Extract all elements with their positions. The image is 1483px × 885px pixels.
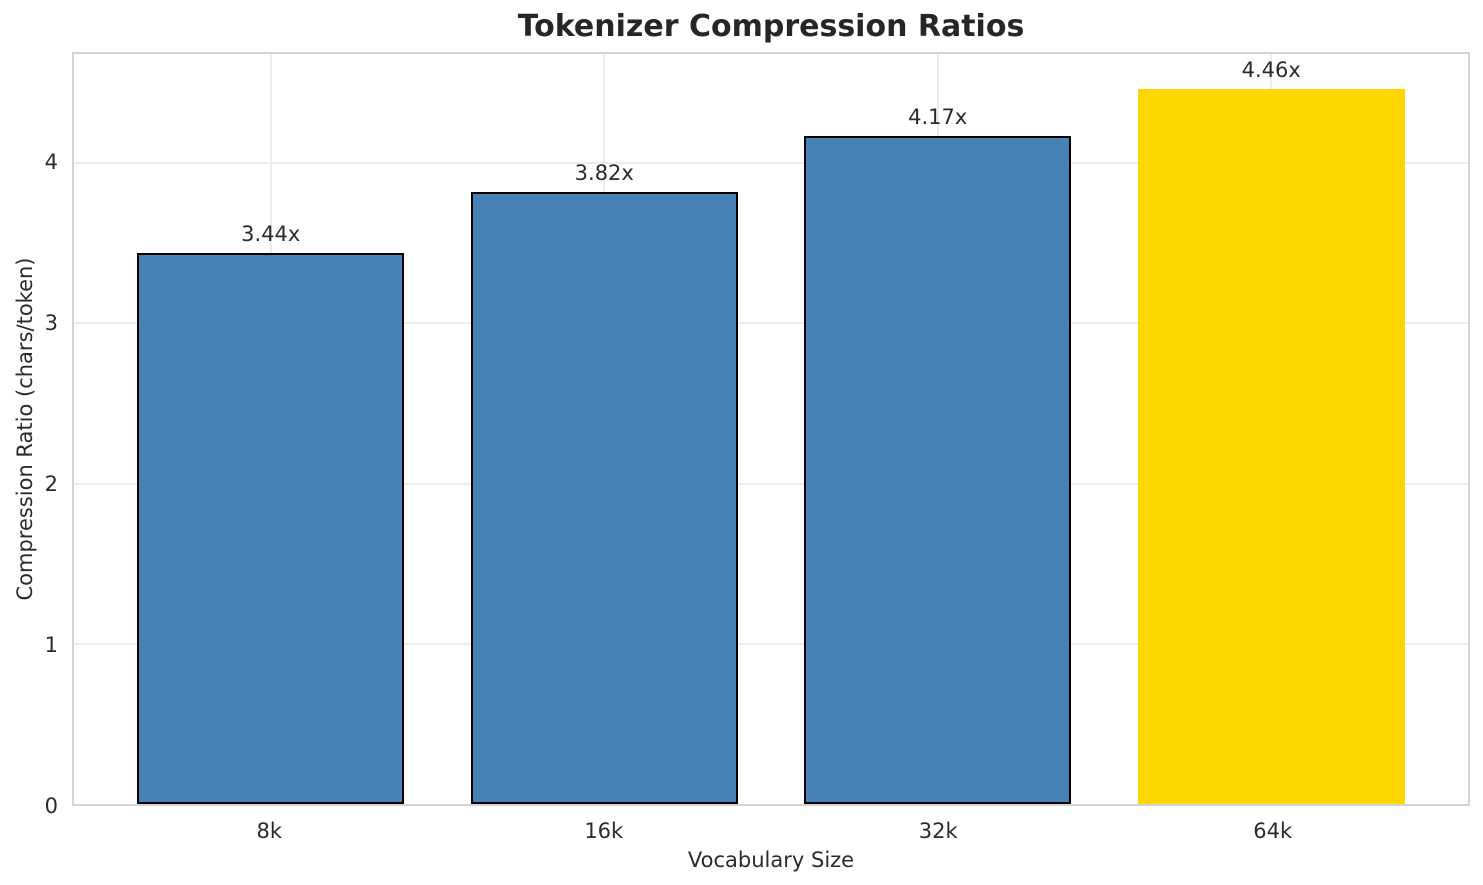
gridline-horizontal	[74, 642, 1468, 645]
x-tick-label: 32k	[918, 819, 958, 843]
plot-area: 3.44x 3.82x 4.17x 4.46x	[72, 52, 1470, 806]
bar-16k	[470, 191, 738, 804]
bar-32k	[804, 135, 1072, 804]
y-tick-label: 0	[44, 794, 58, 818]
y-tick-label: 4	[44, 149, 58, 174]
x-axis-label: Vocabulary Size	[687, 848, 855, 872]
bar-value-label: 3.44x	[241, 221, 301, 246]
bar-value-label: 4.46x	[1241, 58, 1301, 83]
y-tick-label: 3	[44, 310, 58, 335]
y-tick-label: 1	[44, 632, 58, 657]
bar-value-label: 4.17x	[908, 104, 968, 129]
x-tick-label: 64k	[1253, 819, 1293, 843]
gridline-horizontal	[74, 322, 1468, 325]
y-tick-label: 2	[44, 471, 58, 496]
x-tick-label: 16k	[584, 819, 624, 843]
bar-64k	[1137, 89, 1405, 804]
x-tick-label: 8k	[256, 819, 283, 843]
chart-title: Tokenizer Compression Ratios	[517, 9, 1025, 44]
gridline-horizontal	[74, 482, 1468, 485]
gridline-horizontal	[74, 161, 1468, 164]
bar-value-label: 3.82x	[574, 160, 634, 185]
bar-8k	[137, 252, 405, 804]
